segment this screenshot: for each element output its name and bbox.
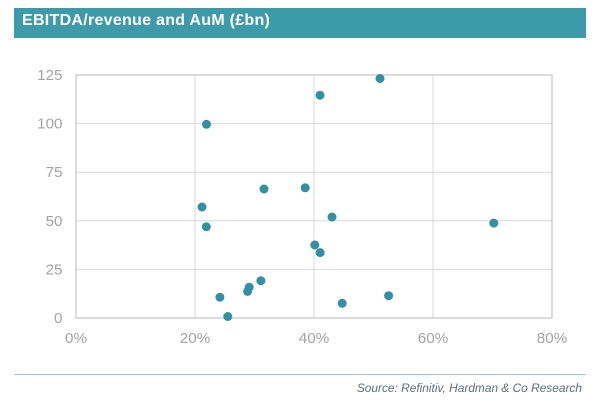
svg-text:125: 125 [37,67,62,84]
svg-text:0: 0 [54,310,62,327]
svg-text:50: 50 [46,213,63,230]
svg-text:60%: 60% [418,330,448,347]
svg-text:100: 100 [37,116,62,133]
svg-text:20%: 20% [180,330,210,347]
svg-text:80%: 80% [537,330,567,347]
svg-text:75: 75 [46,164,63,181]
svg-text:40%: 40% [299,330,329,347]
svg-text:25: 25 [46,261,63,278]
svg-text:0%: 0% [65,330,87,347]
